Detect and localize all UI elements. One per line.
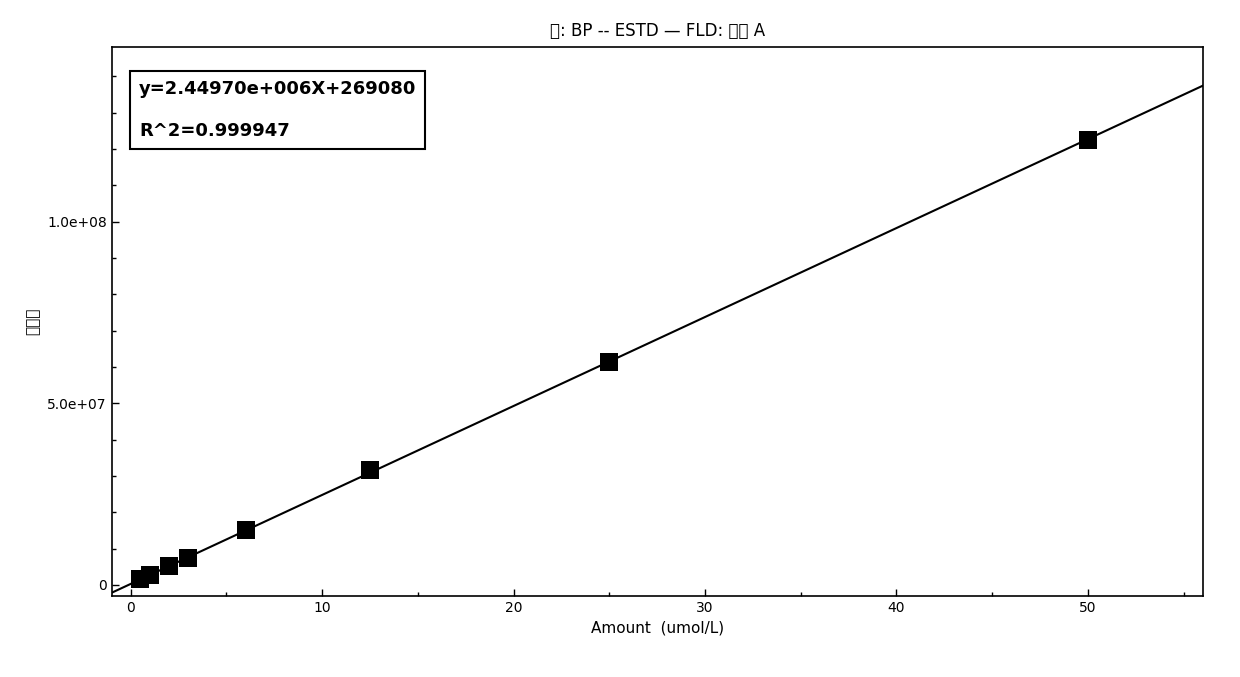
X-axis label: Amount  (umol/L): Amount (umol/L) (590, 620, 724, 635)
Point (140, 569, 160, 580)
Point (599, 356, 619, 367)
Point (236, 525, 255, 536)
Point (159, 561, 179, 571)
Text: y=2.44970e+006X+269080

R^2=0.999947: y=2.44970e+006X+269080 R^2=0.999947 (139, 81, 417, 140)
Point (1078, 134, 1097, 145)
Title: 峰: BP -- ESTD — FLD: 信号 A: 峰: BP -- ESTD — FLD: 信号 A (549, 22, 765, 40)
Point (179, 552, 198, 563)
Point (130, 574, 150, 585)
Point (360, 465, 379, 476)
Y-axis label: 峰面积: 峰面积 (25, 308, 40, 335)
